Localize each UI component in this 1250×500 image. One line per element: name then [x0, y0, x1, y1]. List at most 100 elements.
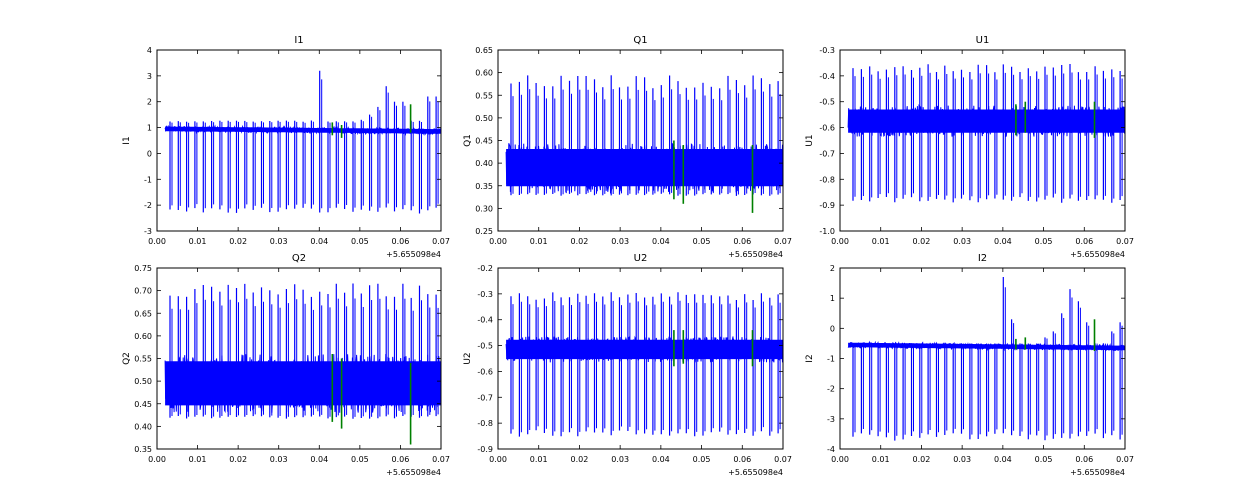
y-tick-label: 0.35 — [475, 182, 493, 191]
x-tick-label: 0.06 — [733, 455, 751, 464]
y-tick-label: 0.60 — [475, 69, 493, 78]
subplot-q1: 0.00 0.01 0.02 0.03 0.04 0.05 0.06 0.07 0.25 0.30… — [463, 35, 792, 259]
x-tick-label: 0.05 — [693, 237, 711, 246]
y-tick-label: -1 — [144, 175, 152, 184]
subplot-i2: 0.00 0.01 0.02 0.03 0.04 0.05 0.06 0.07 -4 -3 -2 -1… — [805, 253, 1134, 477]
x-tick-label: 0.06 — [1075, 455, 1093, 464]
y-tick-label: 0.45 — [134, 400, 152, 409]
y-axis-label: U2 — [463, 352, 473, 364]
x-tick-label: 0.04 — [652, 237, 670, 246]
y-tick-label: 4 — [147, 46, 152, 55]
y-tick-label: -0.4 — [477, 316, 493, 325]
y-tick-label: -0.9 — [819, 201, 835, 210]
subplot-u2: 0.00 0.01 0.02 0.03 0.04 0.05 0.06 0.07 -0.9 -0.8… — [463, 253, 792, 477]
data-layer — [164, 70, 441, 214]
y-tick-label: -3 — [144, 227, 152, 236]
x-tick-label: 0.01 — [189, 237, 207, 246]
y-tick-label: 1 — [830, 294, 835, 303]
plot-area — [840, 268, 1125, 449]
x-tick-label: 0.00 — [489, 455, 507, 464]
x-tick-label: 0.02 — [913, 237, 931, 246]
subplot-q2: 0.00 0.01 0.02 0.03 0.04 0.05 0.06 0.07 0.35 0.40… — [122, 253, 450, 477]
y-tick-label: -0.6 — [819, 124, 835, 133]
x-tick-label: 0.00 — [489, 237, 507, 246]
x-tick-label: 0.03 — [611, 455, 629, 464]
x-tick-label: 0.04 — [994, 237, 1012, 246]
subplot-i1: 0.00 0.01 0.02 0.03 0.04 0.05 0.06 0.07 -3 -2 -1 0 1… — [122, 35, 450, 259]
y-tick-label: 0.45 — [475, 137, 493, 146]
subplot-u1: 0.00 0.01 0.02 0.03 0.04 0.05 0.06 0.07 -1.0 -0.9… — [805, 35, 1134, 259]
y-tick-label: -4 — [827, 445, 835, 454]
y-tick-label: 0.65 — [475, 46, 493, 55]
x-tick-label: 0.04 — [310, 455, 328, 464]
x-tick-label: 0.00 — [148, 237, 166, 246]
y-tick-label: 0 — [147, 149, 152, 158]
x-tick-label: 0.05 — [693, 455, 711, 464]
x-tick-label: 0.00 — [831, 237, 849, 246]
x-tick-label: 0.01 — [530, 455, 548, 464]
y-axis-label: I1 — [122, 136, 132, 144]
plot-area — [157, 268, 441, 449]
y-tick-label: -2 — [827, 385, 835, 394]
y-tick-label: 0.50 — [134, 377, 152, 386]
x-tick-label: 0.06 — [1075, 237, 1093, 246]
x-offset-label: +5.655098e4 — [1070, 250, 1125, 259]
y-axis-label: Q2 — [122, 352, 132, 365]
x-tick-label: 0.04 — [310, 237, 328, 246]
subplot-title: Q1 — [633, 35, 647, 46]
x-tick-label: 0.05 — [351, 237, 369, 246]
y-axis-label: U1 — [805, 134, 815, 146]
data-layer — [847, 277, 1125, 441]
y-tick-label: -2 — [144, 201, 152, 210]
x-offset-label: +5.655098e4 — [386, 468, 441, 477]
x-tick-label: 0.03 — [953, 455, 971, 464]
plot-area — [840, 50, 1125, 231]
y-tick-label: 0.40 — [134, 422, 152, 431]
x-tick-label: 0.06 — [733, 237, 751, 246]
x-tick-label: 0.04 — [994, 455, 1012, 464]
x-tick-label: 0.03 — [270, 237, 288, 246]
y-tick-label: 0.55 — [475, 91, 493, 100]
y-tick-label: -0.2 — [477, 264, 493, 273]
axes-frame — [156, 49, 442, 232]
y-axis-label: I2 — [805, 354, 815, 362]
y-tick-label: 0.55 — [134, 355, 152, 364]
x-tick-label: 0.06 — [392, 237, 410, 246]
axes-frame — [497, 267, 784, 450]
y-tick-label: 0.70 — [134, 287, 152, 296]
axes-frame — [839, 49, 1126, 232]
x-tick-label: 0.04 — [652, 455, 670, 464]
x-tick-label: 0.00 — [148, 455, 166, 464]
x-tick-label: 0.01 — [189, 455, 207, 464]
x-tick-label: 0.02 — [229, 455, 247, 464]
y-tick-label: -0.4 — [819, 72, 835, 81]
x-tick-label: 0.00 — [831, 455, 849, 464]
y-tick-label: -0.9 — [477, 445, 493, 454]
subplot-title: U2 — [634, 253, 648, 264]
y-tick-label: 0.35 — [134, 445, 152, 454]
plot-area — [498, 50, 783, 231]
y-tick-label: 0.65 — [134, 309, 152, 318]
y-tick-label: -0.8 — [819, 175, 835, 184]
data-layer — [505, 292, 783, 437]
y-tick-label: 0 — [830, 324, 835, 333]
y-tick-label: 1 — [147, 124, 152, 133]
data-layer — [505, 75, 783, 213]
x-tick-label: 0.02 — [913, 455, 931, 464]
x-tick-label: 0.01 — [872, 237, 890, 246]
y-tick-label: -0.7 — [819, 149, 835, 158]
subplot-title: U1 — [976, 35, 990, 46]
x-tick-label: 0.07 — [774, 455, 792, 464]
y-axis-label: Q1 — [463, 134, 473, 147]
y-tick-label: -3 — [827, 415, 835, 424]
x-tick-label: 0.07 — [774, 237, 792, 246]
data-layer — [847, 64, 1125, 203]
x-tick-label: 0.06 — [392, 455, 410, 464]
y-tick-label: -0.5 — [477, 342, 493, 351]
x-tick-label: 0.03 — [611, 237, 629, 246]
data-layer — [164, 283, 441, 445]
x-tick-label: 0.01 — [530, 237, 548, 246]
x-tick-label: 0.02 — [571, 455, 589, 464]
x-tick-label: 0.02 — [571, 237, 589, 246]
